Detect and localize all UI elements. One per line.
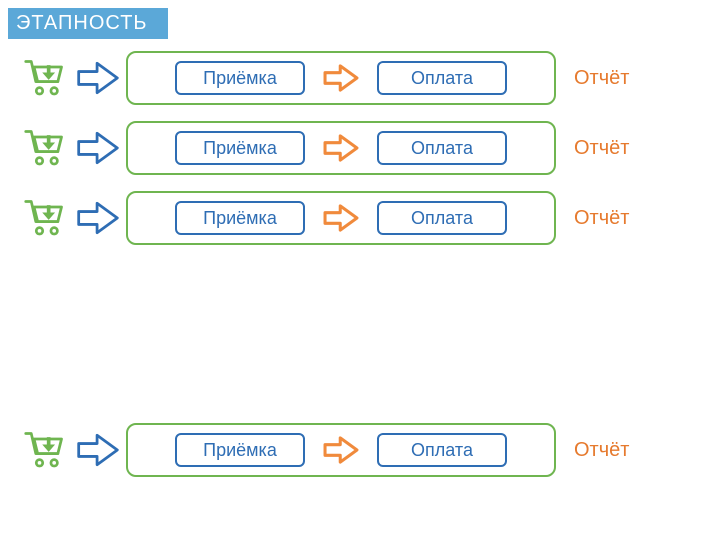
arrow-right-icon [322,202,360,234]
cart-wrap [20,56,70,100]
step-acceptance: Приёмка [175,131,305,165]
arrow-right-icon [322,434,360,466]
cart-icon [23,428,67,472]
step-label: Приёмка [203,68,277,89]
orange-arrow-wrap [319,202,363,234]
report-label: Отчёт [574,440,634,461]
title-text: ЭТАПНОСТЬ [16,12,148,34]
step-label: Приёмка [203,440,277,461]
step-label: Приёмка [203,138,277,159]
stage-row: Приёмка Оплата Отчёт [20,48,700,108]
cart-icon [23,196,67,240]
step-label: Приёмка [203,208,277,229]
report-label: Отчёт [574,138,634,159]
arrow-right-icon [75,128,121,168]
step-label: Оплата [411,208,473,229]
stage-row: Приёмка Оплата Отчёт [20,188,700,248]
step-acceptance: Приёмка [175,433,305,467]
stage-container: Приёмка Оплата [126,121,556,175]
step-label: Оплата [411,138,473,159]
arrow-right-icon [75,430,121,470]
cart-wrap [20,428,70,472]
stage-row: Приёмка Оплата Отчёт [20,118,700,178]
stage-container: Приёмка Оплата [126,51,556,105]
cart-wrap [20,196,70,240]
cart-wrap [20,126,70,170]
stage-container: Приёмка Оплата [126,423,556,477]
step-acceptance: Приёмка [175,201,305,235]
stage-row: Приёмка Оплата Отчёт [20,420,700,480]
orange-arrow-wrap [319,62,363,94]
stage-container: Приёмка Оплата [126,191,556,245]
step-payment: Оплата [377,201,507,235]
blue-arrow-wrap [70,128,126,168]
blue-arrow-wrap [70,198,126,238]
step-payment: Оплата [377,131,507,165]
orange-arrow-wrap [319,434,363,466]
arrow-right-icon [322,62,360,94]
step-label: Оплата [411,440,473,461]
arrow-right-icon [322,132,360,164]
title-badge: ЭТАПНОСТЬ [8,8,168,39]
step-label: Оплата [411,68,473,89]
cart-icon [23,126,67,170]
step-acceptance: Приёмка [175,61,305,95]
arrow-right-icon [75,58,121,98]
blue-arrow-wrap [70,58,126,98]
step-payment: Оплата [377,433,507,467]
report-label: Отчёт [574,208,634,229]
cart-icon [23,56,67,100]
step-payment: Оплата [377,61,507,95]
report-label: Отчёт [574,68,634,89]
orange-arrow-wrap [319,132,363,164]
blue-arrow-wrap [70,430,126,470]
arrow-right-icon [75,198,121,238]
